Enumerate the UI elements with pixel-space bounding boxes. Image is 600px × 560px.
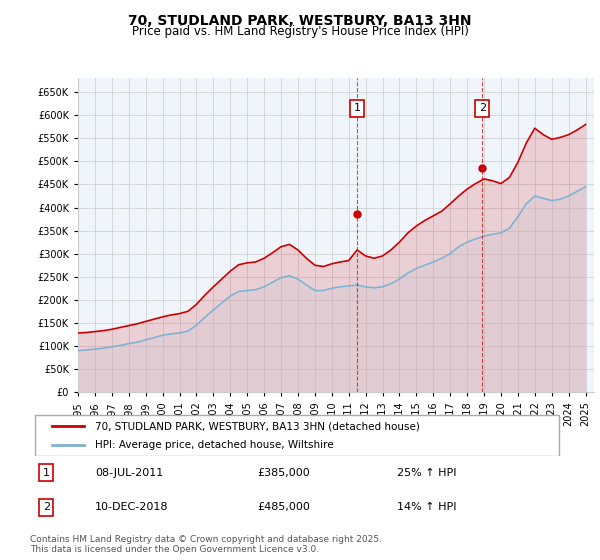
Text: 1: 1 (353, 104, 361, 113)
Text: 08-JUL-2011: 08-JUL-2011 (95, 468, 163, 478)
Text: 70, STUDLAND PARK, WESTBURY, BA13 3HN (detached house): 70, STUDLAND PARK, WESTBURY, BA13 3HN (d… (95, 421, 419, 431)
Text: HPI: Average price, detached house, Wiltshire: HPI: Average price, detached house, Wilt… (95, 440, 334, 450)
Text: 2: 2 (43, 502, 50, 512)
Text: 1: 1 (43, 468, 50, 478)
Text: Contains HM Land Registry data © Crown copyright and database right 2025.
This d: Contains HM Land Registry data © Crown c… (30, 535, 382, 554)
Text: £385,000: £385,000 (257, 468, 310, 478)
Text: 25% ↑ HPI: 25% ↑ HPI (397, 468, 457, 478)
Text: 10-DEC-2018: 10-DEC-2018 (95, 502, 168, 512)
Text: £485,000: £485,000 (257, 502, 310, 512)
FancyBboxPatch shape (35, 416, 559, 456)
Text: Price paid vs. HM Land Registry's House Price Index (HPI): Price paid vs. HM Land Registry's House … (131, 25, 469, 38)
Text: 2: 2 (479, 104, 486, 113)
Text: 70, STUDLAND PARK, WESTBURY, BA13 3HN: 70, STUDLAND PARK, WESTBURY, BA13 3HN (128, 14, 472, 28)
Text: 14% ↑ HPI: 14% ↑ HPI (397, 502, 457, 512)
